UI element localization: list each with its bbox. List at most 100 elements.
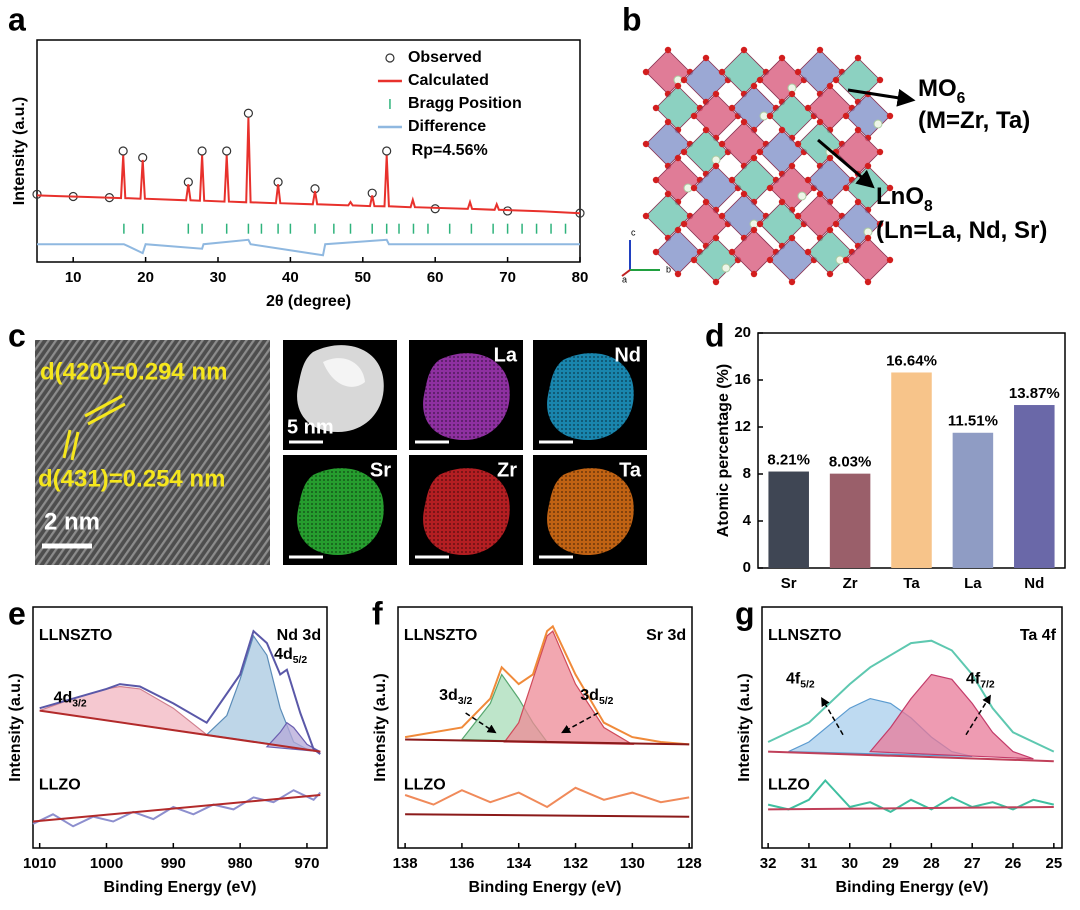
structure-label-main: LnO bbox=[876, 183, 924, 210]
oxygen-atom bbox=[750, 154, 758, 162]
bar bbox=[768, 471, 809, 568]
polyhedron bbox=[731, 157, 777, 203]
value-label: 13.87% bbox=[1009, 385, 1060, 402]
y-tick-label: 16 bbox=[734, 371, 751, 388]
lattice-line bbox=[70, 431, 80, 461]
element-label: Sr bbox=[370, 459, 391, 481]
annotation-main: 4d bbox=[54, 690, 73, 707]
annotation: 4f5/2 bbox=[786, 671, 815, 691]
polyhedron bbox=[797, 121, 843, 167]
polyhedron bbox=[721, 49, 767, 95]
value-label: 11.51% bbox=[948, 413, 998, 430]
oxygen-atom bbox=[702, 54, 710, 62]
annotation-main: LLZO bbox=[768, 777, 810, 794]
annotation-main: 4d bbox=[274, 646, 293, 663]
data-line bbox=[768, 806, 1054, 811]
oxygen-atom bbox=[756, 220, 764, 228]
y-axis-title: Intensity (a.u.) bbox=[7, 673, 24, 781]
oxygen-atom bbox=[652, 248, 660, 256]
oxygen-atom bbox=[778, 198, 786, 206]
annotation: 4d3/2 bbox=[54, 690, 87, 710]
structure-label: LnO8 bbox=[876, 183, 933, 214]
polyhedron bbox=[683, 57, 729, 103]
annotation: Rp=4.56% bbox=[412, 142, 488, 159]
data-line bbox=[768, 750, 1054, 763]
x-tick-label: 28 bbox=[923, 855, 940, 872]
oxygen-atom bbox=[788, 234, 796, 242]
annotation-main: LLNSZTO bbox=[404, 627, 477, 644]
annotation: 3d3/2 bbox=[439, 687, 472, 707]
polyhedron bbox=[683, 201, 729, 247]
plot-frame bbox=[761, 606, 1063, 849]
bar bbox=[952, 432, 994, 568]
oxygen-atom bbox=[794, 68, 802, 76]
oxygen-atom bbox=[756, 148, 764, 156]
data-point bbox=[32, 189, 42, 199]
annotation: LLZO bbox=[39, 777, 81, 794]
data-line bbox=[404, 624, 690, 746]
x-tick-label: Sr bbox=[781, 575, 797, 592]
x-axis-title: Binding Energy (eV) bbox=[104, 879, 257, 896]
data-line bbox=[39, 629, 321, 755]
oxygen-atom bbox=[788, 90, 796, 98]
oxygen-atom bbox=[766, 256, 774, 264]
x-tick-label: 134 bbox=[506, 855, 532, 872]
oxygen-atom bbox=[728, 176, 736, 184]
bar bbox=[891, 372, 932, 568]
data-line bbox=[767, 639, 1055, 753]
annotation: LLNSZTO bbox=[768, 627, 841, 644]
axis-letter: b bbox=[666, 264, 671, 274]
annotation-main: 3d bbox=[580, 687, 599, 704]
x-axis-title: Binding Energy (eV) bbox=[836, 879, 989, 896]
structure-label: (M=Zr, Ta) bbox=[918, 107, 1030, 134]
annotation-sub: 3/2 bbox=[72, 699, 87, 710]
oxygen-atom bbox=[750, 82, 758, 90]
oxygen-atom bbox=[674, 226, 682, 234]
annotation: Sr 3d bbox=[646, 627, 686, 644]
annotation-arrow bbox=[561, 712, 599, 734]
polyhedron bbox=[655, 229, 701, 275]
polyhedron bbox=[835, 129, 881, 175]
oxygen-atom bbox=[664, 118, 672, 126]
oxygen-atom bbox=[680, 148, 688, 156]
oxygen-atom bbox=[702, 198, 710, 206]
x-tick-label: 1000 bbox=[90, 855, 123, 872]
x-tick-label: 128 bbox=[677, 855, 702, 872]
cation-atom bbox=[835, 255, 845, 265]
element-map-texture bbox=[297, 468, 384, 555]
x-tick-label: 970 bbox=[294, 855, 319, 872]
axis-letter: a bbox=[622, 274, 627, 284]
annotation-main: 3d bbox=[439, 687, 458, 704]
annotation: Ta 4f bbox=[1020, 627, 1057, 644]
data-point bbox=[243, 108, 254, 118]
x-tick-label: 132 bbox=[563, 855, 588, 872]
x-tick-label: 80 bbox=[572, 269, 589, 286]
fit-peak bbox=[868, 673, 1034, 760]
oxygen-atom bbox=[766, 184, 774, 192]
plot-frame bbox=[36, 39, 581, 263]
y-tick-label: 4 bbox=[743, 512, 752, 529]
panel-label: d bbox=[705, 317, 725, 353]
y-tick-label: 0 bbox=[743, 559, 751, 576]
annotation-arrow bbox=[465, 712, 497, 734]
cation-atom bbox=[721, 263, 731, 273]
oxygen-atom bbox=[816, 118, 824, 126]
oxygen-atom bbox=[794, 140, 802, 148]
polyhedron bbox=[797, 49, 843, 95]
oxygen-atom bbox=[886, 256, 894, 264]
oxygen-atom bbox=[674, 82, 682, 90]
legend-symbol bbox=[385, 53, 395, 63]
lattice-label: d(420)=0.294 nm bbox=[40, 358, 227, 385]
annotation-sub: 5/2 bbox=[599, 696, 614, 707]
oxygen-atom bbox=[712, 278, 720, 286]
oxygen-atom bbox=[842, 256, 850, 264]
x-tick-label: 30 bbox=[841, 855, 858, 872]
structure-label-sub: 8 bbox=[924, 198, 933, 215]
annotation-main: LLZO bbox=[39, 777, 81, 794]
data-point bbox=[197, 146, 207, 156]
polyhedron bbox=[645, 193, 691, 239]
oxygen-atom bbox=[740, 118, 748, 126]
oxygen-atom bbox=[756, 76, 764, 84]
oxygen-atom bbox=[718, 212, 726, 220]
